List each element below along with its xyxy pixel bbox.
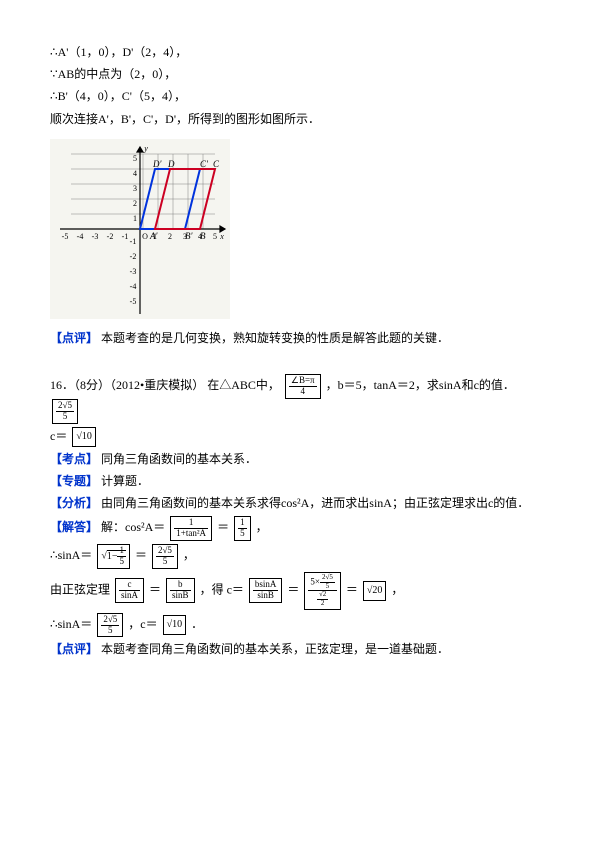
eq-c-box: √1−15: [97, 544, 130, 569]
svg-text:x: x: [219, 232, 224, 241]
jieda-l3c: ，得 c＝: [200, 583, 244, 597]
jieda-l1a: 解：cos²A＝: [101, 520, 165, 534]
svg-text:-1: -1: [130, 237, 137, 246]
svg-text:D': D': [152, 159, 162, 169]
problem-stem-b: ，b＝5，tanA＝2，求sinA和c的值．: [326, 378, 515, 392]
svg-text:2: 2: [168, 232, 172, 241]
jieda-l1c: ，: [256, 520, 268, 534]
jieda-line3: 由正弦定理 csinA ＝ bsinB ，得 c＝ bsinAsinB ＝ 5×…: [50, 572, 545, 610]
svg-text:3: 3: [133, 184, 137, 193]
problem-ans2-line: c＝ √10: [50, 427, 545, 447]
review-para: 【点评】 本题考查的是几何变换，熟知旋转变换的性质是解答此题的关键．: [50, 329, 545, 348]
eq-j-box: 2√55: [97, 613, 123, 638]
eq-b-box: 15: [234, 516, 251, 541]
fenxi-para: 【分析】 由同角三角函数间的基本关系求得cos²A，进而求出sinA；由正弦定理…: [50, 494, 545, 513]
svg-text:D: D: [167, 159, 175, 169]
svg-text:1: 1: [133, 214, 137, 223]
eq-i-box: √20: [363, 581, 387, 601]
problem-stem-a: 在△ABC中，: [207, 378, 280, 392]
svg-text:-3: -3: [92, 232, 99, 241]
eq-k-box: √10: [163, 615, 187, 635]
fenxi-label: 【分析】: [50, 496, 98, 510]
jieda-l4a: ∴sinA＝: [50, 617, 92, 631]
text-line-2: ∵AB的中点为（2，0），: [50, 65, 545, 84]
svg-text:O: O: [142, 232, 148, 241]
jieda-l3d: ＝: [287, 583, 299, 597]
zhuanti-label: 【专题】: [50, 474, 98, 488]
svg-text:-2: -2: [107, 232, 114, 241]
svg-text:5: 5: [213, 232, 217, 241]
kaodian-label: 【考点】: [50, 452, 98, 466]
eq-h-box: 5×2√55 √22: [304, 572, 340, 610]
angle-b-box: ∠B=π4: [285, 374, 321, 399]
zhuanti-para: 【专题】 计算题．: [50, 472, 545, 491]
eq-e-box: csinA: [115, 578, 144, 603]
jieda-line4: ∴sinA＝ 2√55 ，c＝ √10 ．: [50, 613, 545, 638]
jieda-l4b: ，c＝: [128, 617, 157, 631]
svg-text:y: y: [143, 144, 148, 153]
eq-d-box: 2√55: [152, 544, 178, 569]
svg-text:2: 2: [133, 199, 137, 208]
jieda-l3a: 由正弦定理: [50, 583, 110, 597]
svg-text:4: 4: [133, 169, 137, 178]
fenxi-text: 由同角三角函数间的基本关系求得cos²A，进而求出sinA；由正弦定理求出c的值…: [101, 496, 529, 510]
coordinate-graph: -5-4-3 -2-1 123 45 543 21 -1-2-3 -4-5 O …: [50, 139, 230, 319]
jieda-l2b: ＝: [135, 548, 147, 562]
jieda-l4c: ．: [191, 617, 203, 631]
svg-text:-3: -3: [130, 267, 137, 276]
jieda-l3e: ＝: [346, 583, 358, 597]
svg-text:A': A': [149, 231, 158, 241]
problem-stem: 16．（8分）（2012•重庆模拟） 在△ABC中， ∠B=π4 ，b＝5，ta…: [50, 374, 545, 424]
text-line-1: ∴A'（1，0），D'（2，4），: [50, 43, 545, 62]
svg-text:-5: -5: [130, 297, 137, 306]
jieda-l3f: ，: [391, 583, 403, 597]
dianping-label: 【点评】: [50, 642, 98, 656]
jieda-l2c: ，: [183, 548, 195, 562]
zhuanti-text: 计算题．: [101, 474, 149, 488]
jieda-label: 【解答】: [50, 520, 98, 534]
jieda-l2a: ∴sinA＝: [50, 548, 92, 562]
kaodian-text: 同角三角函数间的基本关系．: [101, 452, 257, 466]
svg-text:B: B: [200, 231, 206, 241]
eq-f-box: bsinB: [166, 578, 195, 603]
svg-text:C': C': [200, 159, 209, 169]
dianping-para: 【点评】 本题考查同角三角函数间的基本关系，正弦定理，是一道基础题．: [50, 640, 545, 659]
text-line-3: ∴B'（4，0），C'（5，4），: [50, 87, 545, 106]
jieda-line2: ∴sinA＝ √1−15 ＝ 2√55 ，: [50, 544, 545, 569]
graph-svg: -5-4-3 -2-1 123 45 543 21 -1-2-3 -4-5 O …: [50, 139, 230, 319]
svg-text:-4: -4: [77, 232, 84, 241]
svg-text:B': B': [185, 231, 193, 241]
eq-g-box: bsinAsinB: [249, 578, 283, 603]
svg-text:-4: -4: [130, 282, 137, 291]
jieda-l1b: ＝: [217, 520, 229, 534]
review-label: 【点评】: [50, 331, 98, 345]
eq-a-box: 11+tan²A: [170, 516, 212, 541]
svg-text:-5: -5: [62, 232, 69, 241]
review-text: 本题考查的是几何变换，熟知旋转变换的性质是解答此题的关键．: [101, 331, 449, 345]
jieda-l3b: ＝: [149, 583, 161, 597]
ans-sina-box: 2√55: [52, 399, 78, 424]
problem-number: 16．（8分）（2012•重庆模拟）: [50, 378, 204, 392]
svg-text:5: 5: [133, 154, 137, 163]
kaodian-para: 【考点】 同角三角函数间的基本关系．: [50, 450, 545, 469]
svg-text:-2: -2: [130, 252, 137, 261]
ans-c-box: √10: [72, 427, 96, 447]
dianping-text: 本题考查同角三角函数间的基本关系，正弦定理，是一道基础题．: [101, 642, 449, 656]
jieda-line1: 【解答】 解：cos²A＝ 11+tan²A ＝ 15 ，: [50, 516, 545, 541]
svg-text:C: C: [213, 159, 220, 169]
svg-text:-1: -1: [122, 232, 129, 241]
text-line-4: 顺次连接A'，B'，C'，D'，所得到的图形如图所示．: [50, 110, 545, 129]
